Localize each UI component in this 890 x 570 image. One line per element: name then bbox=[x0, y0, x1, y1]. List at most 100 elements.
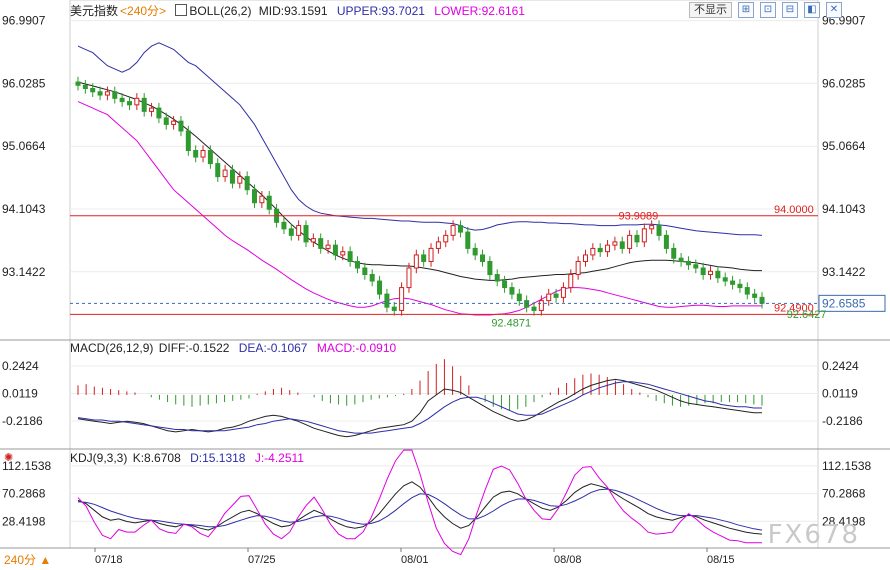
zoom-out-button[interactable]: ⊟ bbox=[782, 2, 798, 18]
boll-upper-line bbox=[77, 42, 763, 236]
candle-body bbox=[582, 254, 588, 262]
candle-body bbox=[362, 267, 368, 276]
candle-body bbox=[759, 296, 765, 304]
candle-body bbox=[413, 254, 419, 269]
candle-body bbox=[391, 306, 397, 311]
candle-body bbox=[207, 150, 213, 165]
candle-body bbox=[649, 225, 655, 230]
candle-body bbox=[619, 241, 625, 249]
price-tick-label-left: 94.1043 bbox=[2, 202, 46, 216]
candle-body bbox=[384, 293, 390, 308]
view-select[interactable]: 不显示 bbox=[689, 2, 732, 18]
price-annotation: 92.6427 bbox=[787, 309, 827, 321]
candle-body bbox=[663, 234, 669, 249]
price-tick-label-left: 96.9907 bbox=[2, 14, 46, 28]
kdj-k-line bbox=[77, 481, 763, 535]
kdj-d-value: D:15.1318 bbox=[190, 451, 246, 465]
hline-label: 92.4900 bbox=[774, 302, 814, 314]
kdj-tick-label-right: 112.1538 bbox=[822, 459, 871, 473]
macd-tick-label-left: 0.2424 bbox=[2, 359, 39, 373]
candle-body bbox=[472, 247, 478, 256]
price-tick-label-left: 96.0285 bbox=[2, 76, 46, 90]
x-tick-label: 07/18 bbox=[95, 554, 123, 566]
boll-mid-line bbox=[77, 81, 762, 281]
candle-body bbox=[178, 120, 184, 132]
kdj-name: KDJ(9,3,3) bbox=[70, 451, 128, 465]
candle-body bbox=[141, 97, 147, 112]
chart-toolbar: 不显示 ⊞ ⊡ ⊟ ◧ ✕ bbox=[689, 2, 842, 18]
candle-body bbox=[119, 97, 125, 103]
macd-dea-line bbox=[77, 381, 762, 434]
candle-body bbox=[700, 267, 706, 276]
candle-body bbox=[163, 117, 169, 125]
candle-body bbox=[560, 287, 566, 298]
macd-tick-label-right: -0.2186 bbox=[822, 414, 863, 428]
candle-body bbox=[737, 283, 743, 289]
kdj-k-value: K:8.6708 bbox=[132, 451, 181, 465]
candle-body bbox=[590, 247, 596, 256]
candle-body bbox=[252, 189, 258, 204]
candle-body bbox=[244, 176, 250, 191]
candle-body bbox=[693, 264, 699, 269]
candle-body bbox=[399, 287, 405, 311]
candle-body bbox=[332, 244, 338, 256]
candle-body bbox=[318, 238, 324, 249]
candle-body bbox=[156, 107, 162, 119]
candle-body bbox=[97, 91, 103, 96]
candle-body bbox=[708, 270, 714, 276]
x-tick-label: 07/25 bbox=[248, 554, 276, 566]
boll-upper-value: UPPER:93.7021 bbox=[336, 4, 425, 18]
candle-body bbox=[641, 228, 647, 243]
candle-body bbox=[90, 88, 96, 93]
candle-body bbox=[354, 260, 360, 269]
fit-button[interactable]: ⊡ bbox=[760, 2, 776, 18]
x-tick-label: 08/01 bbox=[401, 554, 429, 566]
macd-tick-label-left: -0.2186 bbox=[2, 414, 43, 428]
kdj-j-line bbox=[77, 449, 762, 556]
kdj-d-line bbox=[77, 488, 763, 531]
layout-button[interactable]: ◧ bbox=[804, 2, 820, 18]
candle-body bbox=[229, 169, 235, 184]
candle-body bbox=[215, 163, 221, 178]
candle-body bbox=[443, 234, 449, 243]
candle-body bbox=[605, 244, 611, 253]
candle-body bbox=[347, 251, 353, 262]
candle-body bbox=[369, 274, 375, 282]
current-price-box bbox=[818, 294, 886, 312]
candle-body bbox=[310, 238, 316, 243]
candle-body bbox=[112, 91, 118, 99]
price-annotation: 92.4871 bbox=[491, 318, 531, 330]
symbol-name: 美元指数 bbox=[70, 4, 119, 18]
candle-body bbox=[744, 287, 750, 295]
candle-body bbox=[126, 101, 132, 106]
candle-body bbox=[457, 225, 463, 233]
price-tick-label-right: 93.1422 bbox=[822, 265, 866, 279]
candle-body bbox=[494, 274, 500, 282]
period-label[interactable]: <240分> bbox=[120, 4, 167, 18]
candle-body bbox=[281, 221, 287, 230]
kdj-tick-label-left: 28.4198 bbox=[2, 514, 46, 528]
candle-body bbox=[538, 300, 544, 311]
settings-icon[interactable]: ✺ bbox=[4, 452, 14, 464]
kdj-tick-label-right: 28.4198 bbox=[822, 514, 866, 528]
hline-label: 94.0000 bbox=[774, 204, 814, 216]
candle-body bbox=[502, 280, 508, 289]
zoom-in-button[interactable]: ⊞ bbox=[738, 2, 754, 18]
candle-body bbox=[656, 225, 662, 236]
boll-mid-value: MID:93.1591 bbox=[258, 4, 328, 18]
candle-body bbox=[575, 260, 581, 276]
boll-toggle-icon[interactable] bbox=[175, 4, 188, 16]
close-button[interactable]: ✕ bbox=[826, 2, 842, 18]
candle-body bbox=[325, 244, 331, 249]
candle-body bbox=[531, 306, 537, 311]
candle-body bbox=[671, 247, 677, 259]
period-badge[interactable]: 240分 ▲ bbox=[4, 553, 52, 567]
candle-body bbox=[627, 234, 633, 249]
candle-body bbox=[296, 225, 302, 236]
price-tick-label-left: 95.0664 bbox=[2, 139, 46, 153]
current-price-label: 92.6585 bbox=[822, 296, 866, 310]
kdj-legend: KDJ(9,3,3) K:8.6708 D:15.1318 J:-4.2511 bbox=[70, 451, 310, 465]
candle-body bbox=[288, 228, 294, 236]
kdj-tick-label-left: 112.1538 bbox=[2, 459, 51, 473]
